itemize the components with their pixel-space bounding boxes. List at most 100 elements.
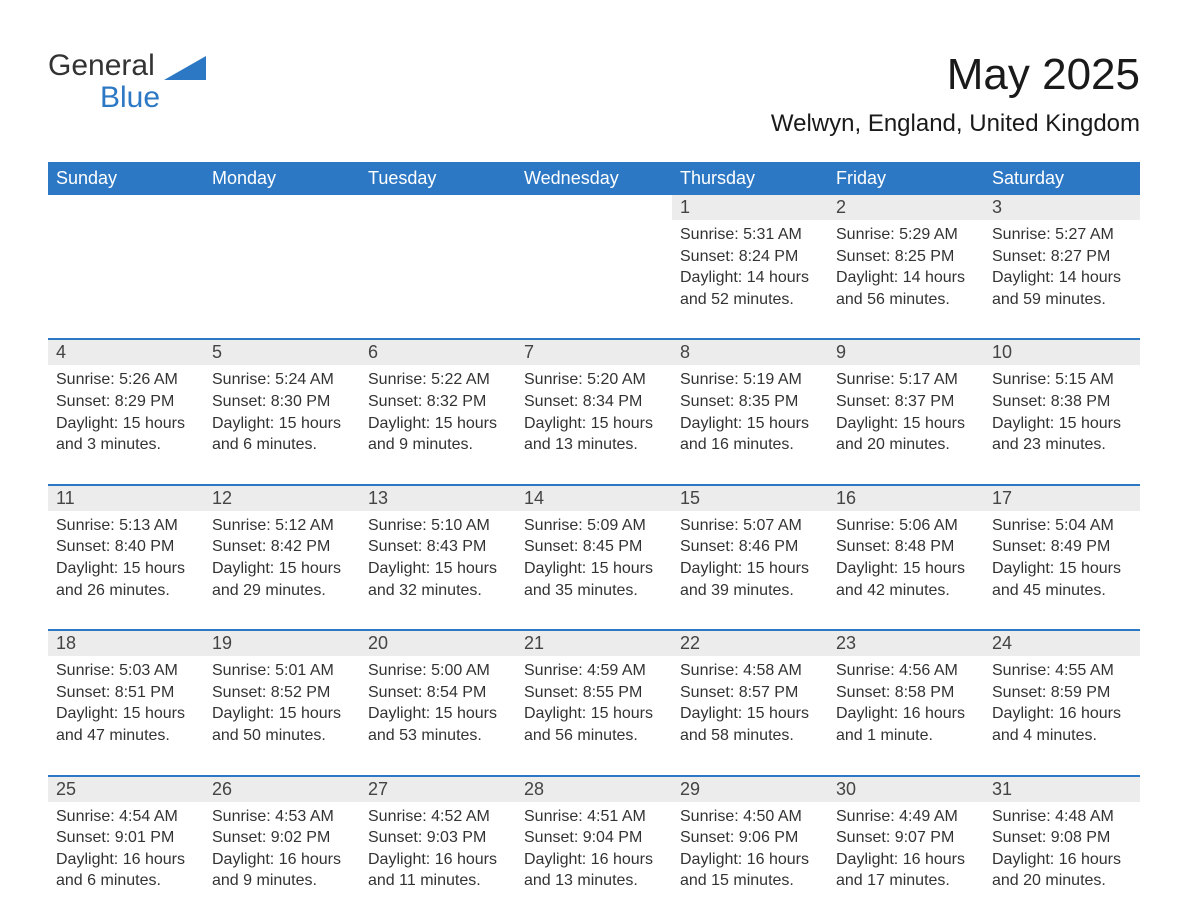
day-info: Sunrise: 4:52 AMSunset: 9:03 PMDaylight:… xyxy=(360,802,516,920)
day-number: 14 xyxy=(516,485,672,511)
day-info: Sunrise: 5:29 AMSunset: 8:25 PMDaylight:… xyxy=(828,220,984,339)
day-number: 19 xyxy=(204,630,360,656)
day-info: Sunrise: 4:54 AMSunset: 9:01 PMDaylight:… xyxy=(48,802,204,920)
day-header: Tuesday xyxy=(360,162,516,195)
day-info-row: Sunrise: 4:54 AMSunset: 9:01 PMDaylight:… xyxy=(48,802,1140,920)
day-number: 27 xyxy=(360,776,516,802)
day-info: Sunrise: 5:17 AMSunset: 8:37 PMDaylight:… xyxy=(828,365,984,484)
month-title: May 2025 xyxy=(771,50,1140,100)
day-number: 23 xyxy=(828,630,984,656)
day-number: 25 xyxy=(48,776,204,802)
day-number: 13 xyxy=(360,485,516,511)
location-label: Welwyn, England, United Kingdom xyxy=(771,110,1140,138)
day-info-row: Sunrise: 5:03 AMSunset: 8:51 PMDaylight:… xyxy=(48,656,1140,775)
header: General Blue May 2025 Welwyn, England, U… xyxy=(48,50,1140,138)
logo-part1: General xyxy=(48,49,155,82)
day-number-row: 123 xyxy=(48,195,1140,220)
day-number: 31 xyxy=(984,776,1140,802)
day-header: Saturday xyxy=(984,162,1140,195)
day-number: 1 xyxy=(672,195,828,220)
day-header: Wednesday xyxy=(516,162,672,195)
day-info: Sunrise: 5:12 AMSunset: 8:42 PMDaylight:… xyxy=(204,511,360,630)
day-info: Sunrise: 5:07 AMSunset: 8:46 PMDaylight:… xyxy=(672,511,828,630)
day-number: 10 xyxy=(984,339,1140,365)
day-info: Sunrise: 5:10 AMSunset: 8:43 PMDaylight:… xyxy=(360,511,516,630)
day-info: Sunrise: 5:13 AMSunset: 8:40 PMDaylight:… xyxy=(48,511,204,630)
day-header-row: SundayMondayTuesdayWednesdayThursdayFrid… xyxy=(48,162,1140,195)
day-number-row: 25262728293031 xyxy=(48,776,1140,802)
empty-cell xyxy=(48,195,204,220)
day-info: Sunrise: 5:04 AMSunset: 8:49 PMDaylight:… xyxy=(984,511,1140,630)
day-number: 6 xyxy=(360,339,516,365)
day-info: Sunrise: 4:51 AMSunset: 9:04 PMDaylight:… xyxy=(516,802,672,920)
day-header: Thursday xyxy=(672,162,828,195)
day-number: 22 xyxy=(672,630,828,656)
empty-cell xyxy=(360,220,516,339)
day-number: 18 xyxy=(48,630,204,656)
day-info: Sunrise: 5:15 AMSunset: 8:38 PMDaylight:… xyxy=(984,365,1140,484)
day-info-row: Sunrise: 5:31 AMSunset: 8:24 PMDaylight:… xyxy=(48,220,1140,339)
empty-cell xyxy=(516,220,672,339)
logo: General Blue xyxy=(48,50,206,113)
calendar-table: SundayMondayTuesdayWednesdayThursdayFrid… xyxy=(48,162,1140,920)
day-info: Sunrise: 5:19 AMSunset: 8:35 PMDaylight:… xyxy=(672,365,828,484)
title-block: May 2025 Welwyn, England, United Kingdom xyxy=(771,50,1140,138)
day-number: 2 xyxy=(828,195,984,220)
day-info: Sunrise: 5:27 AMSunset: 8:27 PMDaylight:… xyxy=(984,220,1140,339)
day-number: 9 xyxy=(828,339,984,365)
day-number: 21 xyxy=(516,630,672,656)
day-header: Monday xyxy=(204,162,360,195)
day-number: 7 xyxy=(516,339,672,365)
day-info: Sunrise: 5:06 AMSunset: 8:48 PMDaylight:… xyxy=(828,511,984,630)
day-info-row: Sunrise: 5:26 AMSunset: 8:29 PMDaylight:… xyxy=(48,365,1140,484)
day-info: Sunrise: 5:26 AMSunset: 8:29 PMDaylight:… xyxy=(48,365,204,484)
day-info: Sunrise: 4:56 AMSunset: 8:58 PMDaylight:… xyxy=(828,656,984,775)
empty-cell xyxy=(48,220,204,339)
day-info: Sunrise: 5:01 AMSunset: 8:52 PMDaylight:… xyxy=(204,656,360,775)
empty-cell xyxy=(516,195,672,220)
day-number-row: 18192021222324 xyxy=(48,630,1140,656)
day-header: Sunday xyxy=(48,162,204,195)
empty-cell xyxy=(204,195,360,220)
day-info: Sunrise: 4:48 AMSunset: 9:08 PMDaylight:… xyxy=(984,802,1140,920)
day-info: Sunrise: 4:50 AMSunset: 9:06 PMDaylight:… xyxy=(672,802,828,920)
day-number: 29 xyxy=(672,776,828,802)
logo-part2: Blue xyxy=(48,82,160,114)
day-info: Sunrise: 5:20 AMSunset: 8:34 PMDaylight:… xyxy=(516,365,672,484)
day-info: Sunrise: 4:53 AMSunset: 9:02 PMDaylight:… xyxy=(204,802,360,920)
day-number: 30 xyxy=(828,776,984,802)
day-info: Sunrise: 4:59 AMSunset: 8:55 PMDaylight:… xyxy=(516,656,672,775)
day-number: 20 xyxy=(360,630,516,656)
day-number: 5 xyxy=(204,339,360,365)
day-number: 8 xyxy=(672,339,828,365)
day-number-row: 45678910 xyxy=(48,339,1140,365)
day-info: Sunrise: 4:58 AMSunset: 8:57 PMDaylight:… xyxy=(672,656,828,775)
day-info: Sunrise: 4:49 AMSunset: 9:07 PMDaylight:… xyxy=(828,802,984,920)
day-number: 3 xyxy=(984,195,1140,220)
day-info: Sunrise: 5:03 AMSunset: 8:51 PMDaylight:… xyxy=(48,656,204,775)
logo-triangle-icon xyxy=(164,56,206,80)
day-info-row: Sunrise: 5:13 AMSunset: 8:40 PMDaylight:… xyxy=(48,511,1140,630)
day-number: 28 xyxy=(516,776,672,802)
day-number: 17 xyxy=(984,485,1140,511)
day-info: Sunrise: 5:24 AMSunset: 8:30 PMDaylight:… xyxy=(204,365,360,484)
day-number: 4 xyxy=(48,339,204,365)
calendar-body: 123 Sunrise: 5:31 AMSunset: 8:24 PMDayli… xyxy=(48,195,1140,920)
day-info: Sunrise: 5:00 AMSunset: 8:54 PMDaylight:… xyxy=(360,656,516,775)
day-info: Sunrise: 4:55 AMSunset: 8:59 PMDaylight:… xyxy=(984,656,1140,775)
day-number: 15 xyxy=(672,485,828,511)
day-number-row: 11121314151617 xyxy=(48,485,1140,511)
day-info: Sunrise: 5:22 AMSunset: 8:32 PMDaylight:… xyxy=(360,365,516,484)
day-number: 12 xyxy=(204,485,360,511)
day-number: 26 xyxy=(204,776,360,802)
calendar-head: SundayMondayTuesdayWednesdayThursdayFrid… xyxy=(48,162,1140,195)
day-info: Sunrise: 5:31 AMSunset: 8:24 PMDaylight:… xyxy=(672,220,828,339)
logo-text: General Blue xyxy=(48,50,160,113)
day-number: 11 xyxy=(48,485,204,511)
day-number: 24 xyxy=(984,630,1140,656)
day-number: 16 xyxy=(828,485,984,511)
empty-cell xyxy=(360,195,516,220)
empty-cell xyxy=(204,220,360,339)
day-info: Sunrise: 5:09 AMSunset: 8:45 PMDaylight:… xyxy=(516,511,672,630)
day-header: Friday xyxy=(828,162,984,195)
